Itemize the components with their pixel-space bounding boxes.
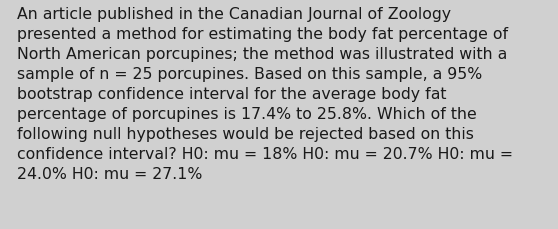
Text: An article published in the Canadian Journal of Zoology
presented a method for e: An article published in the Canadian Jou… <box>17 7 513 181</box>
